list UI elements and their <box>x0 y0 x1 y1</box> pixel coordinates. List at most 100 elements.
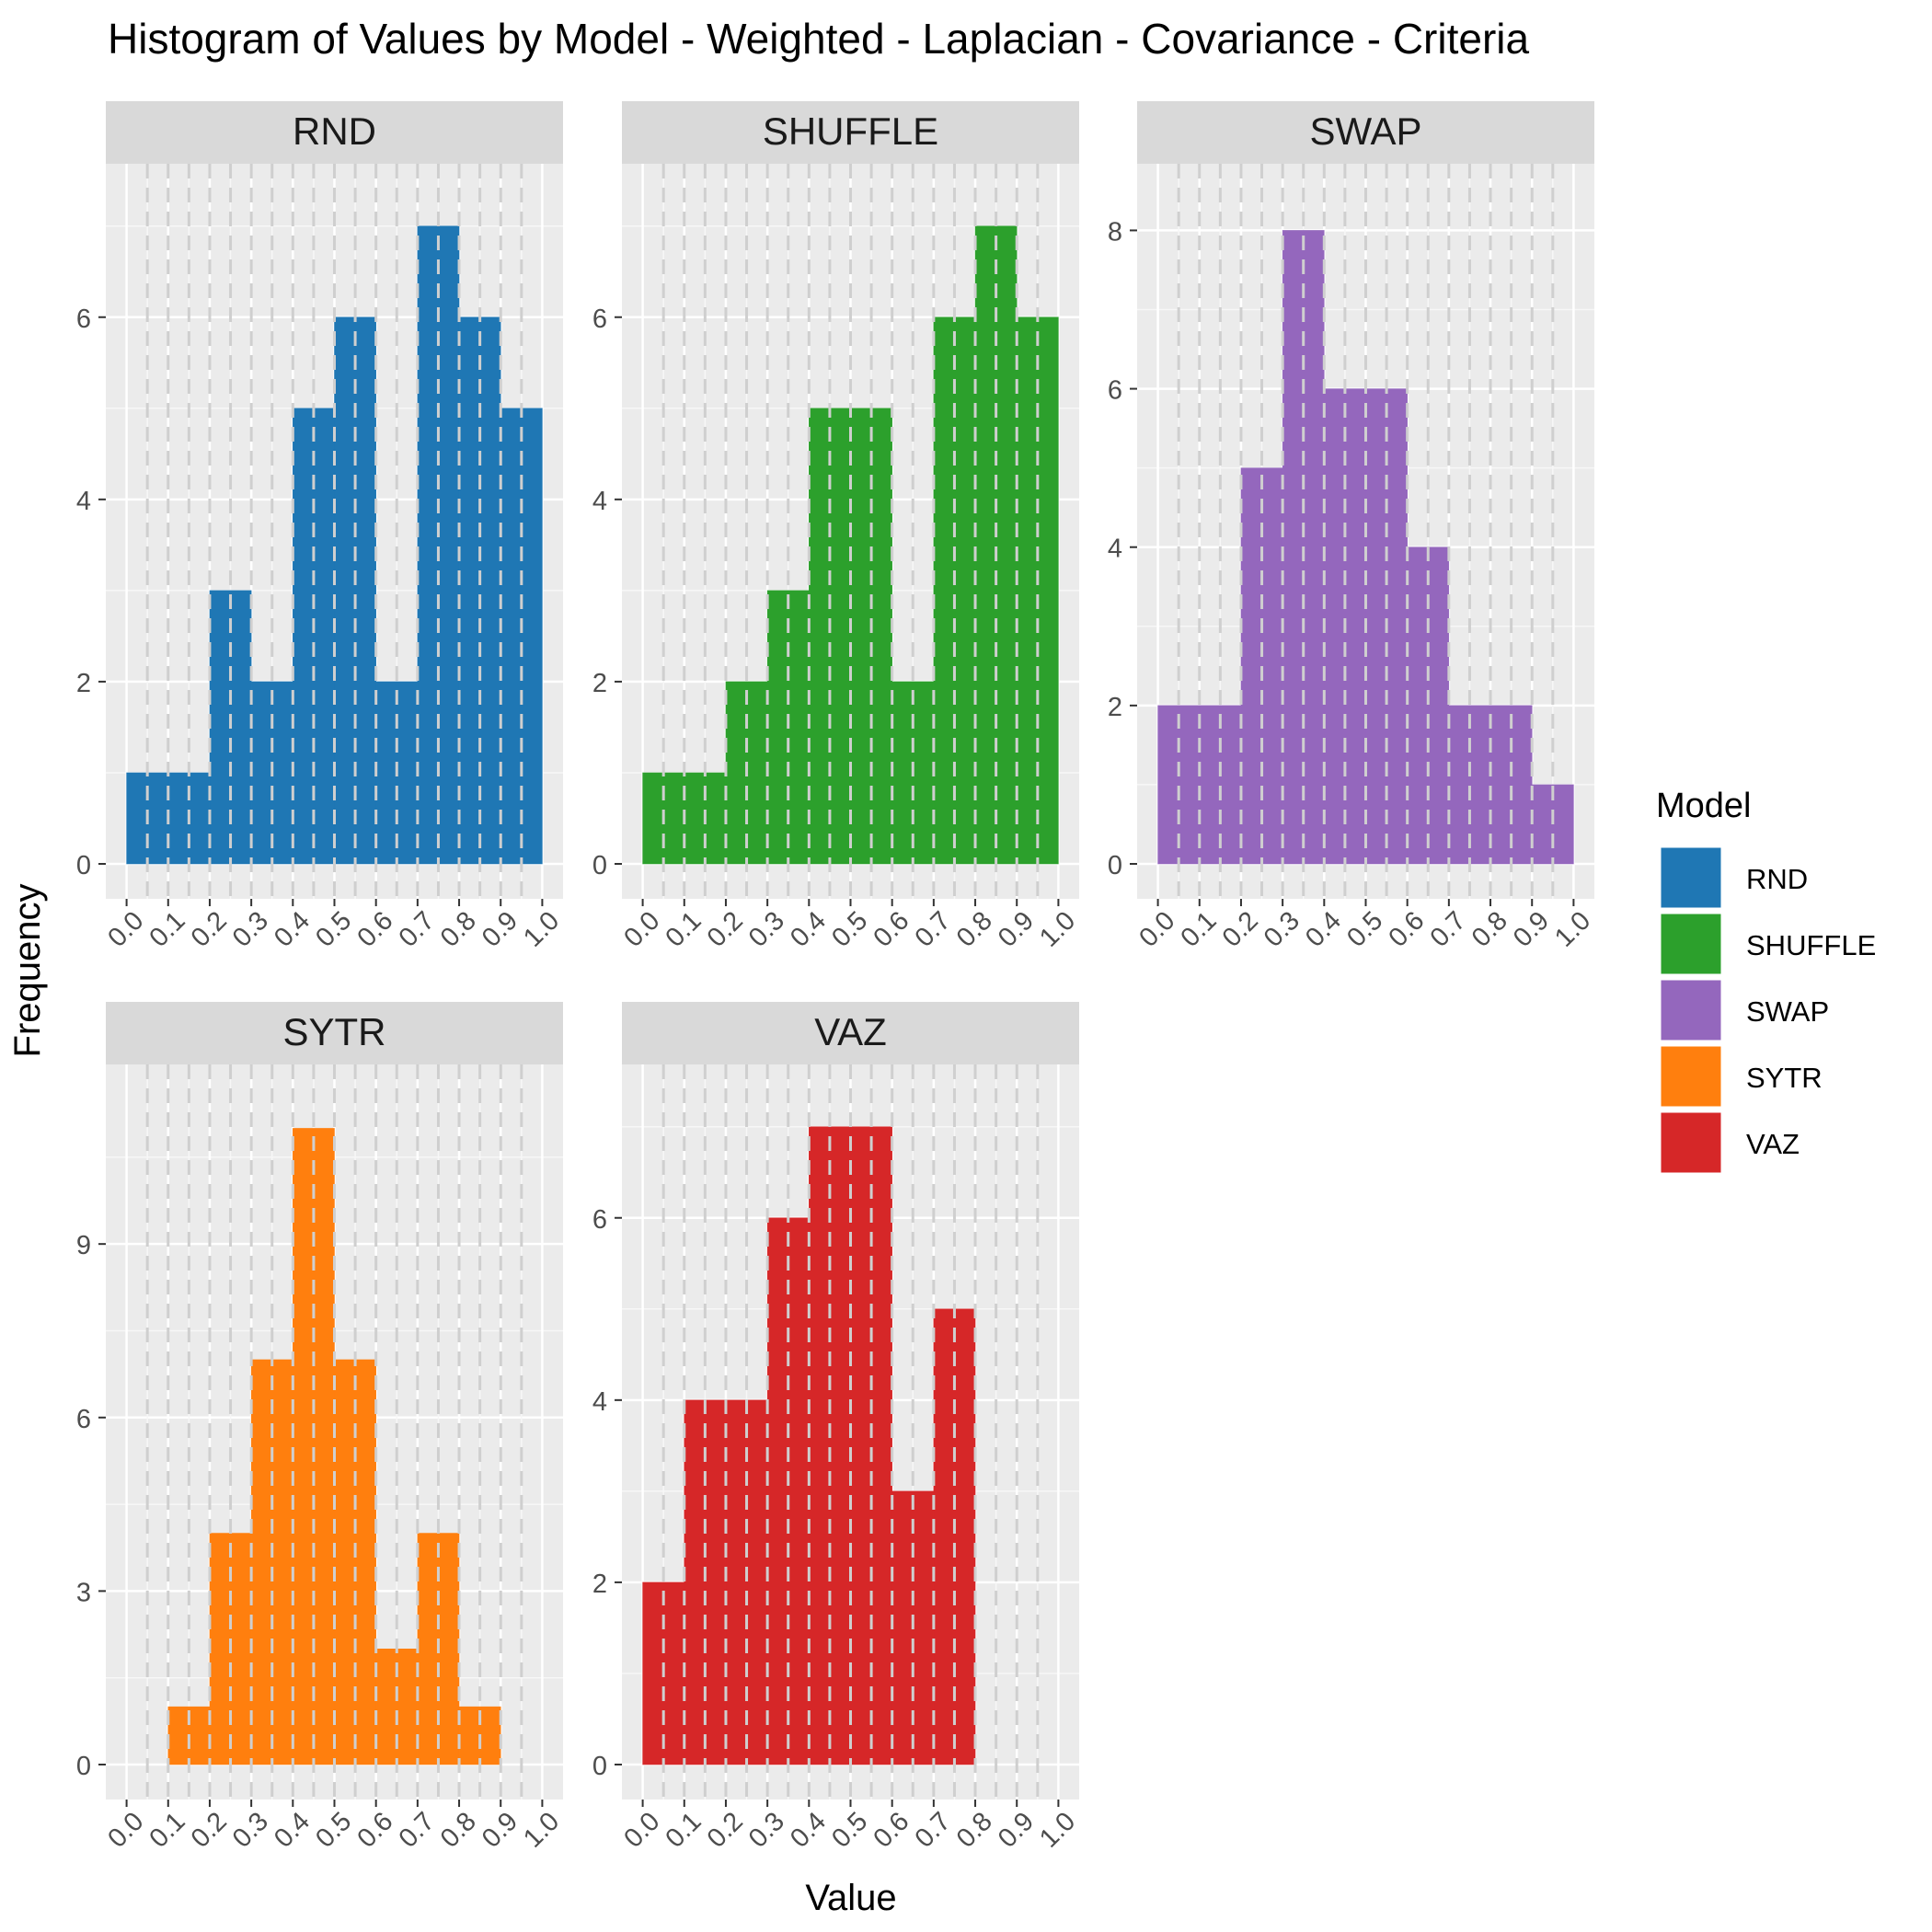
y-tick-label: 4 <box>1108 535 1122 564</box>
x-tick-label: 0.4 <box>785 906 832 953</box>
histogram-bar <box>334 1359 376 1765</box>
y-tick-label: 6 <box>1108 376 1122 406</box>
x-tick-label: 0.8 <box>951 906 998 953</box>
x-tick-label: 0.4 <box>269 1807 316 1854</box>
x-tick-label: 1.0 <box>1034 906 1081 953</box>
x-tick-label: 0.3 <box>743 1807 790 1854</box>
y-tick-label: 2 <box>1108 693 1122 722</box>
facet-panel-vaz: VAZ 0 2 4 6 0.00.10.20.30.40.50.60.70.80.91.0 <box>592 1002 1081 1854</box>
legend-label: VAZ <box>1746 1128 1800 1160</box>
histogram-bar <box>458 316 501 865</box>
x-tick-label: 0.7 <box>394 1807 441 1854</box>
facet-strip <box>1137 101 1594 164</box>
x-tick-label: 0.1 <box>660 906 707 953</box>
histogram-bar <box>1016 316 1059 865</box>
x-tick-label: 0.7 <box>394 906 441 953</box>
x-tick-label: 0.0 <box>102 1807 149 1854</box>
histogram-bar <box>250 1359 293 1765</box>
x-tick-label: 0.3 <box>227 906 274 953</box>
y-tick-label: 0 <box>592 1752 607 1781</box>
histogram-bar <box>933 316 976 865</box>
legend: Model RND SHUFFLE SWAP SYTR VAZ <box>1656 787 1876 1176</box>
facet-panel-swap: SWAP 0 2 4 6 8 0.00.10.20.30.40.50.60.70.80.91… <box>1108 101 1596 953</box>
y-tick-label: 8 <box>1108 217 1122 247</box>
histogram-bar <box>766 1217 810 1765</box>
legend-key-rnd <box>1658 845 1724 911</box>
chart-title: Histogram of Values by Model - Weighted … <box>108 15 1529 63</box>
y-tick-label: 0 <box>76 851 91 880</box>
x-tick-label: 0.1 <box>144 1807 190 1854</box>
x-tick-label: 0.5 <box>826 1807 873 1854</box>
legend-title: Model <box>1656 787 1752 825</box>
x-tick-label: 0.1 <box>1175 906 1222 953</box>
x-tick-label: 0.9 <box>993 1807 1040 1854</box>
y-tick-label: 0 <box>76 1752 91 1781</box>
y-tick-label: 3 <box>76 1578 91 1607</box>
facet-strip <box>622 101 1079 164</box>
facet-strip <box>622 1002 1079 1064</box>
y-tick-label: 9 <box>76 1231 91 1260</box>
facet-strip-label: SWAP <box>1309 109 1421 153</box>
y-tick-label: 6 <box>76 1405 91 1434</box>
facet-strip <box>106 101 563 164</box>
x-tick-label: 0.7 <box>910 906 957 953</box>
facet-strip <box>106 1002 563 1064</box>
x-tick-label: 0.7 <box>910 1807 957 1854</box>
x-tick-label: 0.8 <box>435 1807 482 1854</box>
x-tick-label: 0.9 <box>477 906 523 953</box>
x-tick-label: 0.8 <box>951 1807 998 1854</box>
x-tick-label: 0.4 <box>269 906 316 953</box>
x-tick-label: 0.5 <box>1341 906 1388 953</box>
y-tick-label: 6 <box>592 1205 607 1235</box>
x-tick-label: 0.0 <box>102 906 149 953</box>
facet-strip-label: SYTR <box>282 1010 385 1053</box>
x-tick-label: 0.5 <box>310 1807 357 1854</box>
x-tick-label: 0.3 <box>1259 906 1305 953</box>
y-tick-label: 2 <box>592 1570 607 1599</box>
x-tick-label: 0.4 <box>785 1807 832 1854</box>
x-tick-label: 0.0 <box>618 906 665 953</box>
legend-key-swap <box>1658 977 1724 1043</box>
x-tick-label: 0.3 <box>227 1807 274 1854</box>
x-tick-label: 0.2 <box>702 1807 749 1854</box>
facet-strip-label: VAZ <box>814 1010 887 1053</box>
facet-panels: RND02460.00.10.20.30.40.50.60.70.80.91.0… <box>76 101 1596 1854</box>
facet-panel-sytr: SYTR 0 3 6 9 0.00.10.20.30.40.50.60.70.80.91.… <box>76 1002 565 1854</box>
y-tick-label: 2 <box>76 669 91 698</box>
x-tick-label: 1.0 <box>1034 1807 1081 1854</box>
x-tick-label: 0.1 <box>144 906 190 953</box>
legend-label: RND <box>1746 863 1808 895</box>
x-tick-label: 0.9 <box>1508 906 1555 953</box>
legend-label: SHUFFLE <box>1746 929 1876 961</box>
x-tick-label: 0.8 <box>1466 906 1513 953</box>
facet-panel-shuffle: SHUFFLE 0 2 4 6 0.00.10.20.30.40.50.60.70.80.… <box>592 101 1081 953</box>
x-tick-label: 0.6 <box>868 1807 914 1854</box>
x-tick-label: 0.9 <box>477 1807 523 1854</box>
y-tick-label: 0 <box>592 851 607 880</box>
y-tick-label: 4 <box>76 487 91 516</box>
facet-strip-label: SHUFFLE <box>763 109 938 153</box>
x-tick-label: 0.9 <box>993 906 1040 953</box>
legend-key-shuffle <box>1658 911 1724 977</box>
x-tick-label: 0.0 <box>618 1807 665 1854</box>
x-tick-label: 0.6 <box>868 906 914 953</box>
facet-strip-label: RND <box>293 109 376 153</box>
x-tick-label: 0.2 <box>1217 906 1264 953</box>
x-tick-label: 0.6 <box>351 906 398 953</box>
x-tick-label: 0.2 <box>186 906 233 953</box>
x-tick-label: 1.0 <box>518 906 565 953</box>
histogram-bar <box>334 316 376 865</box>
y-tick-label: 0 <box>1108 851 1122 880</box>
y-tick-label: 4 <box>592 1387 607 1417</box>
y-tick-label: 2 <box>592 669 607 698</box>
y-axis-title: Frequency <box>7 884 48 1058</box>
legend-key-vaz <box>1658 1110 1724 1176</box>
x-tick-label: 0.2 <box>186 1807 233 1854</box>
x-tick-label: 0.5 <box>310 906 357 953</box>
y-tick-label: 6 <box>76 305 91 334</box>
x-tick-label: 0.4 <box>1300 906 1347 953</box>
x-tick-label: 0.8 <box>435 906 482 953</box>
y-tick-label: 6 <box>592 305 607 334</box>
facet-panel-rnd: RND 0 2 4 6 0.00.10.20.30.40.50.60.70.80.91.0 <box>76 101 565 953</box>
